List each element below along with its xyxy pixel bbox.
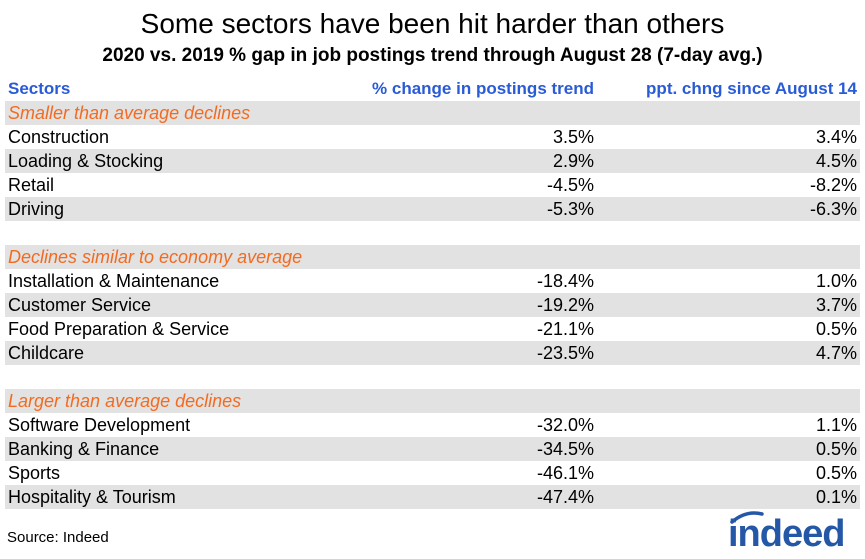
ppt-change-value: 0.1% — [815, 487, 857, 507]
sector-name: Driving — [8, 199, 65, 219]
group-label: Larger than average declines — [8, 391, 242, 411]
table-row: Food Preparation & Service -21.1% 0.5% — [5, 317, 860, 341]
ppt-change-value: -6.3% — [809, 199, 857, 219]
table-row: Construction 3.5% 3.4% — [5, 125, 860, 149]
postings-change-value: -19.2% — [536, 295, 594, 315]
postings-change-value: 3.5% — [552, 127, 594, 147]
chart-title: Some sectors have been hit harder than o… — [140, 8, 725, 39]
postings-change-value: 2.9% — [552, 151, 594, 171]
table-row: Software Development -32.0% 1.1% — [5, 413, 860, 437]
group-spacer — [5, 221, 860, 245]
ppt-change-value: 0.5% — [815, 463, 857, 483]
source-note: Source: Indeed — [7, 529, 109, 546]
table-row: Loading & Stocking 2.9% 4.5% — [5, 149, 860, 173]
sector-table: Sectors % change in postings trend ppt. ch… — [5, 77, 860, 509]
ppt-change-value: -8.2% — [809, 175, 857, 195]
table-header-row: Sectors % change in postings trend ppt. ch… — [5, 77, 860, 101]
sector-name: Hospitality & Tourism — [8, 487, 176, 507]
ppt-change-value: 4.7% — [815, 343, 857, 363]
postings-change-value: -5.3% — [546, 199, 594, 219]
sector-name: Loading & Stocking — [8, 151, 164, 171]
sector-name: Childcare — [8, 343, 85, 363]
sector-name: Software Development — [8, 415, 191, 435]
table-row: Retail -4.5% -8.2% — [5, 173, 860, 197]
column-header: % change in postings trend — [372, 79, 594, 98]
ppt-change-value: 4.5% — [815, 151, 857, 171]
ppt-change-value: 3.7% — [815, 295, 857, 315]
table-row: Sports -46.1% 0.5% — [5, 461, 860, 485]
sector-name: Customer Service — [8, 295, 152, 315]
chart-subtitle: 2020 vs. 2019 % gap in job postings tren… — [102, 45, 763, 66]
group-label: Smaller than average declines — [8, 103, 251, 123]
postings-change-value: -34.5% — [536, 439, 594, 459]
postings-change-value: -32.0% — [536, 415, 594, 435]
column-header: ppt. chng since August 14 — [646, 79, 857, 98]
sector-name: Construction — [8, 127, 110, 147]
table-row: Banking & Finance -34.5% 0.5% — [5, 437, 860, 461]
ppt-change-value: 1.0% — [815, 271, 857, 291]
table-row: Hospitality & Tourism -47.4% 0.1% — [5, 485, 860, 509]
group-label: Declines similar to economy average — [8, 247, 303, 267]
table-row: Childcare -23.5% 4.7% — [5, 341, 860, 365]
indeed-logo-mark: indeed — [728, 511, 845, 555]
table-row: Customer Service -19.2% 3.7% — [5, 293, 860, 317]
group-label-row: Smaller than average declines — [5, 101, 860, 125]
column-header: Sectors — [8, 79, 71, 98]
sector-name: Food Preparation & Service — [8, 319, 230, 339]
postings-change-value: -47.4% — [536, 487, 594, 507]
indeed-logo: indeed — [724, 508, 860, 559]
group-label-row: Declines similar to economy average — [5, 245, 860, 269]
group-label-row: Larger than average declines — [5, 389, 860, 413]
table-row: Installation & Maintenance -18.4% 1.0% — [5, 269, 860, 293]
logo-arc — [730, 511, 764, 524]
postings-change-value: -21.1% — [536, 319, 594, 339]
postings-change-value: -4.5% — [546, 175, 594, 195]
ppt-change-value: 0.5% — [815, 439, 857, 459]
postings-change-value: -23.5% — [536, 343, 594, 363]
ppt-change-value: 1.1% — [815, 415, 857, 435]
sector-name: Sports — [8, 463, 61, 483]
logo-wordmark: indeed — [728, 513, 844, 554]
postings-change-value: -46.1% — [536, 463, 594, 483]
postings-change-value: -18.4% — [536, 271, 594, 291]
table-row: Driving -5.3% -6.3% — [5, 197, 860, 221]
sector-name: Banking & Finance — [8, 439, 160, 459]
sector-name: Retail — [8, 175, 55, 195]
sector-name: Installation & Maintenance — [8, 271, 220, 291]
ppt-change-value: 3.4% — [815, 127, 857, 147]
ppt-change-value: 0.5% — [815, 319, 857, 339]
group-spacer — [5, 365, 860, 389]
